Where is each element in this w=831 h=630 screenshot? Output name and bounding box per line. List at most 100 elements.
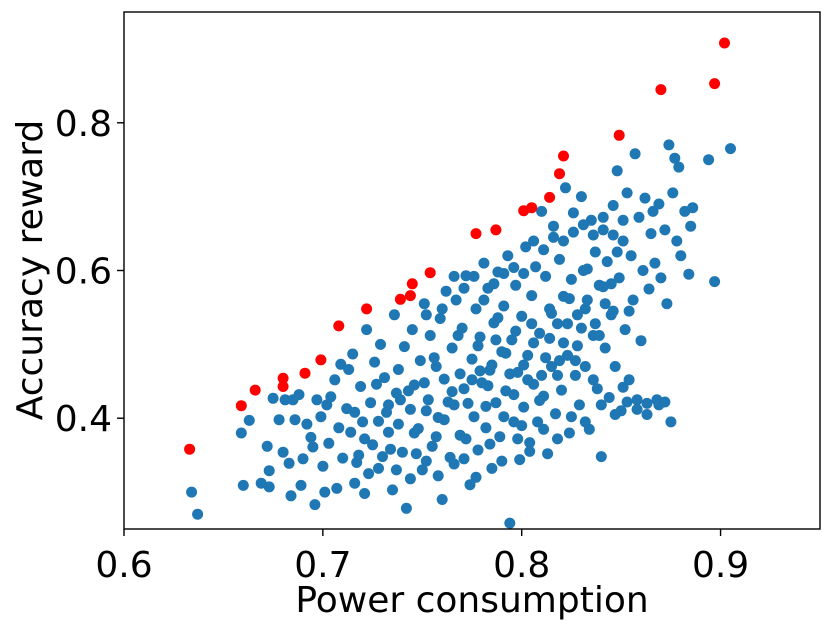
- data-point-215: [492, 312, 504, 324]
- data-point-239: [385, 443, 396, 455]
- data-point-111: [516, 310, 528, 322]
- data-point-55: [388, 309, 400, 321]
- data-point-30: [325, 391, 337, 403]
- data-point-271: [458, 453, 470, 465]
- data-point-38: [345, 426, 357, 438]
- data-point-11: [277, 446, 289, 458]
- data-point-207: [438, 414, 450, 426]
- data-point-113: [520, 241, 532, 253]
- data-point-249: [490, 334, 502, 346]
- data-point-89: [472, 444, 484, 456]
- data-point-141: [575, 191, 587, 203]
- pareto-point-7: [333, 320, 345, 332]
- data-point-229: [575, 322, 587, 334]
- data-point-280: [579, 416, 591, 428]
- data-point-105: [504, 517, 516, 529]
- data-point-85: [464, 479, 476, 491]
- data-point-171: [635, 335, 647, 347]
- data-point-88: [470, 303, 482, 315]
- data-point-266: [390, 464, 402, 476]
- data-point-298: [528, 235, 540, 247]
- data-point-102: [498, 300, 510, 312]
- y-tick-label: 0.8: [55, 104, 112, 145]
- data-point-281: [595, 399, 607, 411]
- data-point-80: [450, 294, 462, 306]
- data-point-35: [337, 452, 349, 464]
- data-point-192: [683, 268, 695, 280]
- data-point-253: [526, 318, 538, 330]
- data-point-181: [655, 272, 667, 284]
- pareto-point-23: [719, 37, 730, 49]
- data-point-218: [510, 325, 522, 337]
- data-point-83: [458, 383, 470, 395]
- data-point-25: [315, 411, 327, 423]
- data-point-4: [243, 414, 255, 426]
- data-point-114: [522, 349, 534, 361]
- data-point-297: [518, 268, 530, 279]
- data-point-6: [261, 440, 273, 452]
- data-point-232: [593, 330, 605, 341]
- x-axis: 0.6 0.7 0.8 0.9: [95, 529, 749, 586]
- data-point-73: [434, 313, 446, 324]
- data-point-264: [363, 468, 375, 480]
- data-point-166: [625, 250, 637, 262]
- pareto-point-8: [361, 303, 373, 315]
- data-point-34: [335, 358, 347, 370]
- data-point-148: [589, 246, 601, 258]
- data-point-8: [263, 481, 275, 493]
- data-point-2: [235, 427, 247, 439]
- x-tick-label: 0.8: [493, 545, 550, 586]
- data-point-84: [460, 270, 472, 282]
- data-point-172: [637, 265, 649, 276]
- data-point-13: [283, 457, 295, 469]
- data-point-58: [396, 446, 408, 458]
- data-point-282: [609, 409, 621, 420]
- data-point-290: [448, 270, 460, 282]
- data-point-170: [633, 211, 645, 223]
- data-point-46: [365, 397, 377, 409]
- data-point-65: [414, 355, 426, 367]
- data-point-37: [343, 364, 355, 375]
- data-point-304: [587, 229, 599, 241]
- data-point-158: [609, 361, 621, 372]
- data-point-26: [317, 460, 329, 472]
- data-point-182: [659, 224, 671, 236]
- data-point-225: [552, 369, 563, 381]
- data-point-149: [591, 383, 603, 395]
- pareto-point-19: [558, 150, 569, 162]
- data-point-220: [522, 374, 534, 386]
- data-point-24: [311, 394, 323, 406]
- data-point-190: [675, 250, 687, 262]
- data-point-202: [392, 418, 404, 430]
- data-point-54: [387, 484, 398, 496]
- data-point-227: [563, 293, 575, 305]
- data-point-204: [410, 448, 422, 460]
- series-pareto-front: [184, 37, 730, 455]
- data-point-175: [643, 283, 655, 295]
- data-point-164: [621, 187, 633, 199]
- data-point-120: [534, 327, 546, 339]
- data-point-230: [581, 263, 593, 275]
- data-point-165: [623, 374, 635, 386]
- data-point-143: [579, 361, 591, 372]
- data-point-86: [466, 353, 478, 365]
- x-tick-label: 0.7: [294, 545, 351, 586]
- data-point-278: [552, 433, 563, 445]
- data-point-263: [351, 457, 363, 468]
- data-point-174: [641, 397, 653, 409]
- data-point-129: [552, 318, 563, 330]
- data-point-292: [468, 270, 480, 282]
- pareto-point-16: [526, 202, 538, 214]
- data-point-68: [422, 394, 434, 406]
- pareto-point-12: [424, 267, 436, 279]
- data-point-177: [647, 205, 659, 217]
- data-point-19: [297, 453, 309, 465]
- data-point-112: [518, 401, 530, 413]
- data-point-291: [458, 282, 470, 294]
- pareto-point-6: [315, 354, 327, 366]
- data-point-217: [504, 368, 516, 380]
- data-point-92: [478, 257, 490, 269]
- data-point-219: [516, 420, 528, 432]
- pareto-point-5: [299, 367, 311, 379]
- data-point-245: [454, 368, 466, 380]
